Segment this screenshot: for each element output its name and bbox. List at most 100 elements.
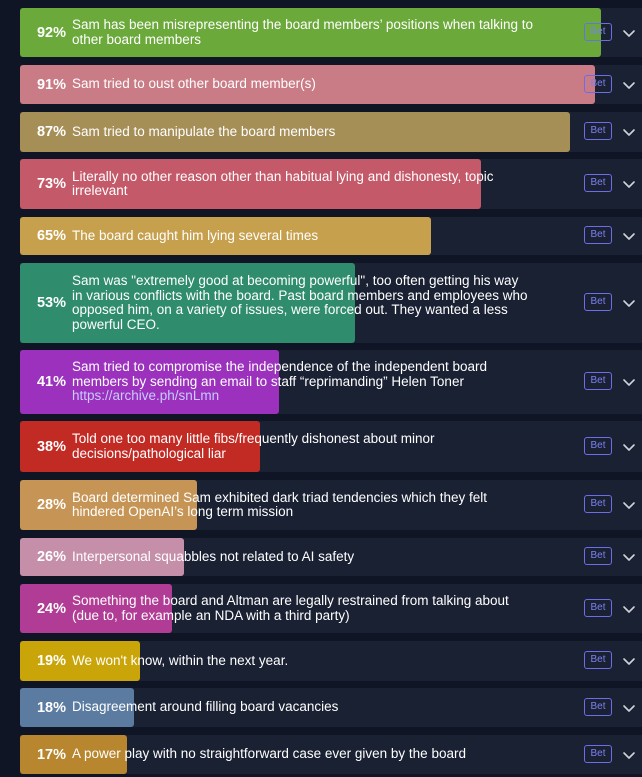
probability-percent: 26% [36,549,66,565]
answer-text: The board caught him lying several times [72,217,562,255]
probability-percent: 87% [36,124,66,140]
bet-button[interactable]: Bet [584,372,612,390]
answer-row[interactable]: 26% Interpersonal squabbles not related t… [20,538,642,576]
chevron-down-icon[interactable] [621,439,637,455]
bet-button[interactable]: Bet [584,293,612,311]
answer-row[interactable]: 17% A power play with no straightforward … [20,735,642,774]
answer-text-line: Board determined Sam exhibited dark tria… [72,489,487,505]
answer-text: Literally no other reason other than hab… [72,159,562,209]
answer-text-line: Something the board and Altman are legal… [72,593,509,608]
bet-button[interactable]: Bet [584,226,612,244]
answer-text: Sam has been misrepresenting the board m… [72,8,562,57]
answer-text-line: Sam tried to manipulate the board member… [72,123,336,139]
chevron-down-icon[interactable] [621,295,637,311]
answer-text: Sam tried to oust other board member(s) [72,65,562,104]
probability-bar [20,538,184,576]
probability-bar [20,641,140,681]
answer-text-line: Disagreement around filling board vacanc… [72,699,339,715]
probability-bar [20,584,172,633]
bet-button[interactable]: Bet [584,744,612,763]
probability-percent: 18% [36,699,66,716]
chevron-down-icon[interactable] [621,700,637,716]
answer-text: Sam tried to compromise the independence… [72,350,562,414]
answer-text-line: other board members [72,31,202,47]
answer-text-line: Sam was "extremely good at becoming powe… [72,273,519,288]
chevron-down-icon[interactable] [621,228,637,244]
bet-button[interactable]: Bet [584,547,612,565]
answer-text-line: irrelevant [72,183,128,198]
chevron-down-icon[interactable] [621,176,637,192]
answer-text-line: (due to, for example an NDA with a third… [72,607,350,623]
probability-bar [20,65,595,104]
probability-bar [20,263,355,343]
probability-bar [20,735,127,774]
answer-text-line: in various conflicts with the board. Pas… [72,287,528,303]
answer-row[interactable]: 24% Something the board and Altman are le… [20,584,642,633]
probability-percent: 24% [36,600,66,617]
answer-text-line: Sam tried to compromise the independence… [72,359,488,375]
probability-bar [20,8,601,57]
chevron-down-icon[interactable] [621,374,637,390]
answer-row[interactable]: 65% The board caught him lying several ti… [20,217,642,255]
probability-percent: 92% [36,24,66,41]
answer-row[interactable]: 38% Told one too many little fibs/frequen… [20,421,642,472]
answer-text-line: We won't know, within the next year. [72,652,289,668]
probability-bar [20,112,570,152]
answer-text: Interpersonal squabbles not related to A… [72,538,562,576]
probability-percent: 65% [36,228,66,244]
probability-bar [20,480,197,530]
answer-row[interactable]: 73% Literally no other reason other than … [20,159,642,209]
answer-row[interactable]: 41% Sam tried to compromise the independe… [20,350,642,414]
chevron-down-icon[interactable] [621,497,637,513]
chevron-down-icon[interactable] [621,549,637,565]
bet-button[interactable]: Bet [584,22,612,41]
bet-button[interactable]: Bet [584,174,612,192]
probability-bar [20,350,279,414]
probability-percent: 38% [36,438,66,455]
answer-text-line: members by sending an email to staff “re… [72,373,464,389]
answer-row[interactable]: 28% Board determined Sam exhibited dark t… [20,480,642,530]
probability-bar [20,421,260,472]
bet-button[interactable]: Bet [584,495,612,513]
bet-button[interactable]: Bet [584,436,612,455]
answer-link[interactable]: https://archive.ph/snLmn [72,388,220,404]
probability-percent: 28% [36,497,66,513]
bet-button[interactable]: Bet [584,651,612,669]
answer-text: A power play with no straightforward cas… [72,735,562,774]
answer-text: Sam was "extremely good at becoming powe… [72,263,562,343]
answer-text: Something the board and Altman are legal… [72,584,562,633]
answer-row[interactable]: 18% Disagreement around filling board vac… [20,688,642,727]
answer-text-line: Interpersonal squabbles not related to A… [72,548,355,564]
answer-text-line: hindered OpenAI’s long term mission [72,504,294,519]
answer-text: Sam tried to manipulate the board member… [72,112,562,152]
answer-row[interactable]: 53% Sam was "extremely good at becoming p… [20,263,642,343]
answer-text-line: decisions/pathological liar [72,445,226,461]
answer-row[interactable]: 19% We won't know, within the next year. B… [20,641,642,681]
answer-text-line: Literally no other reason other than hab… [72,168,494,184]
bet-button[interactable]: Bet [584,697,612,716]
answer-row[interactable]: 87% Sam tried to manipulate the board mem… [20,112,642,152]
answer-row[interactable]: 92% Sam has been misrepresenting the boar… [20,8,642,57]
bet-button[interactable]: Bet [584,598,612,617]
answer-text-line: A power play with no straightforward cas… [72,746,466,762]
probability-percent: 17% [36,746,66,763]
bet-button[interactable]: Bet [584,122,612,140]
answer-text: Disagreement around filling board vacanc… [72,688,562,727]
answer-text: Board determined Sam exhibited dark tria… [72,480,562,530]
chevron-down-icon[interactable] [621,747,637,763]
answer-text-line: The board caught him lying several times [72,227,319,243]
chevron-down-icon[interactable] [621,77,637,93]
chevron-down-icon[interactable] [621,25,637,41]
answer-text-line: powerful CEO. [72,316,160,332]
chevron-down-icon[interactable] [621,124,637,140]
chevron-down-icon[interactable] [621,601,637,617]
probability-percent: 73% [36,176,66,192]
answer-text-line: Sam has been misrepresenting the board m… [72,17,533,32]
answer-row[interactable]: 91% Sam tried to oust other board member(… [20,65,642,104]
answer-text-line: Told one too many little fibs/frequently… [72,431,435,446]
chevron-down-icon[interactable] [621,653,637,669]
probability-bar [20,217,431,255]
bet-button[interactable]: Bet [584,74,612,93]
probability-percent: 19% [36,653,66,669]
